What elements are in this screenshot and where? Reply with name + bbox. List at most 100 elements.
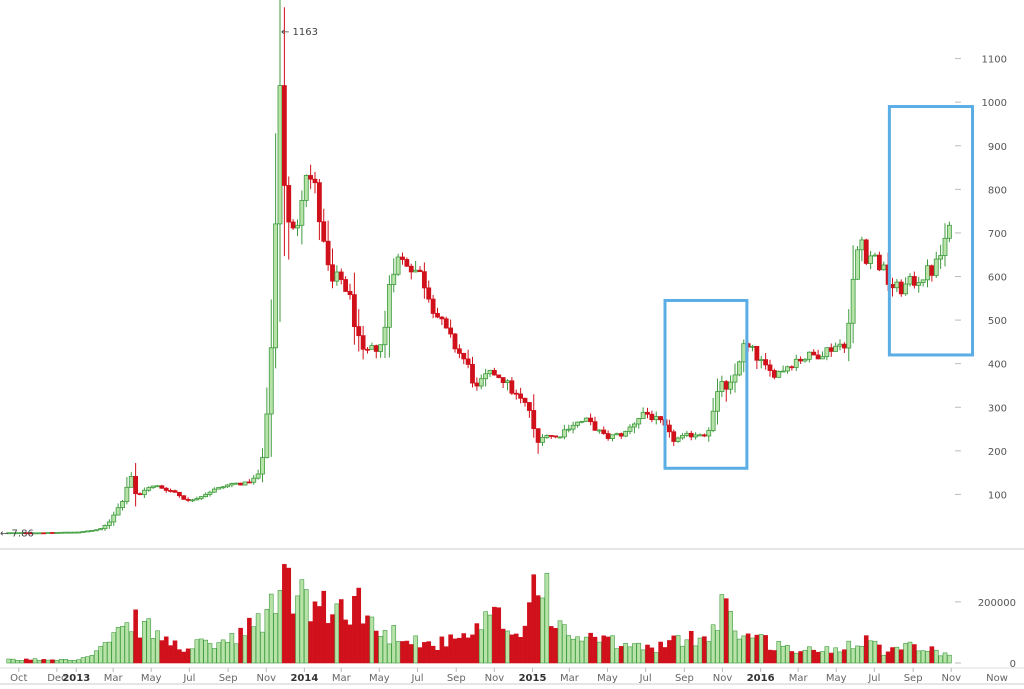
candle-body [780,370,786,373]
highlight-boxes-group [663,105,974,470]
x-tick-label: May [826,673,847,684]
volume-bar [168,645,173,664]
volume-bar [680,645,685,664]
candle-body [163,487,169,491]
volume-bar [715,630,720,664]
volume-bar [330,614,335,664]
volume-bar [146,618,152,664]
volume-bar [754,634,760,664]
candle-body [540,437,545,443]
candle-body [312,178,318,184]
candle-body [448,327,454,335]
volume-bar [789,651,795,664]
volume-bar [137,637,143,664]
candle-body [710,410,716,431]
volume-bar [387,643,392,664]
candle-body [846,322,852,349]
volume-bar [417,647,423,664]
volume-bar [177,649,182,664]
volume-bar [295,595,300,664]
volume-bar [408,644,414,664]
volume-bar [820,651,825,664]
candle-body [404,259,410,267]
candle-body [369,345,375,350]
volume-bar [658,641,663,664]
candle-body [592,421,598,431]
candle-body [246,481,252,484]
candle-body [566,428,572,431]
candle-body [137,493,143,496]
volume-bar [260,631,265,664]
volume-bar [920,650,926,664]
candle-body [942,237,948,256]
volume-bar [925,651,930,664]
volume-bar [833,647,838,664]
candle-body [478,378,484,387]
volume-bar [15,659,20,664]
volume-bar [675,635,681,664]
candle-body [115,507,121,516]
volume-bar [702,636,707,664]
volume-bar [163,636,169,664]
candle-body [316,182,322,223]
candle-body [645,411,650,415]
volume-bar [776,641,782,664]
volume-bar [32,658,38,664]
volume-bar [767,649,773,664]
volume-bar [758,634,764,664]
volume-bar [115,627,121,664]
candle-body [36,532,42,535]
volume-bar [343,619,348,664]
volume-bar [233,643,239,664]
candle-body [391,273,397,285]
volume-bar [842,649,847,664]
volume-bar [203,639,208,664]
volume-bar [299,579,305,664]
min-price-label: ← 7.86 [0,529,34,540]
candle-body [548,435,554,437]
x-tick-label: 2014 [290,673,318,684]
candle-body [728,381,734,390]
volume-bar [614,648,620,664]
candle-body [618,433,624,437]
volume-bar [610,635,615,664]
candle-body [535,428,541,443]
candle-body [443,318,449,329]
volume-bar [649,647,655,664]
candle-body [273,223,279,349]
volume-bar [282,564,287,664]
x-tick-label: Oct [10,673,27,684]
candle-body [894,281,900,289]
volume-bar [535,595,541,664]
candle-body [233,482,239,485]
candle-body [675,437,681,442]
candle-body [496,374,502,378]
volume-bar [435,650,440,664]
candle-body [933,258,939,276]
volume-bar [667,640,672,664]
candle-body [426,287,432,300]
candle-body [251,477,257,483]
candle-body [776,371,782,378]
volume-bar [737,638,742,664]
candle-body [850,278,856,324]
candle-body [286,185,292,223]
volume-bar [907,641,913,664]
candle-body [929,265,935,276]
volume-bar [947,654,952,664]
volume-bar [286,567,292,664]
volume-bar [391,625,397,664]
candle-body [430,298,436,314]
candle-body [386,284,392,328]
y-tick-label: 200 [988,447,1007,458]
candle-body [343,279,349,292]
volume-bar [916,650,922,664]
candle-body [185,498,191,501]
volume-bar [815,651,821,664]
volume-bar [570,638,576,664]
volume-bar [863,635,869,664]
candle-body [356,326,362,337]
candle-body [876,254,882,271]
volume-bar [72,660,77,664]
candle-body [260,457,265,475]
